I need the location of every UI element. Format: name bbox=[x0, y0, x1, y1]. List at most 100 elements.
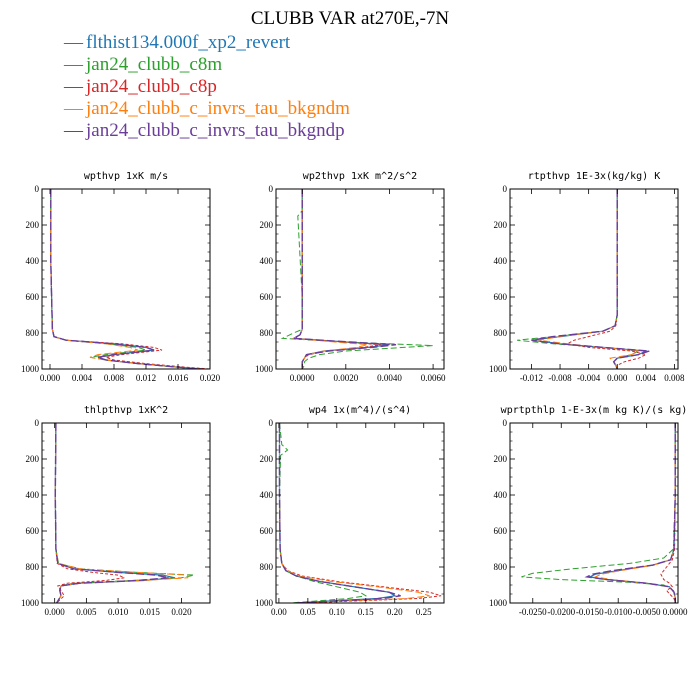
legend-entry: — jan24_clubb_c_invrs_tau_bkgndp bbox=[64, 120, 350, 142]
x-tick-label: 0.000 bbox=[40, 373, 61, 383]
panel-title: wpthvp 1xK m/s bbox=[84, 171, 168, 182]
chart-panel: wp2thvp 1xK m^2/s^2 0 200 400 600 800 1000 0.00… bbox=[255, 171, 446, 383]
y-tick-label: 0 bbox=[503, 418, 508, 428]
legend-swatch: — bbox=[64, 76, 83, 97]
series-line bbox=[280, 189, 434, 369]
y-tick-label: 600 bbox=[26, 292, 40, 302]
series-line bbox=[517, 189, 641, 369]
y-tick-label: 800 bbox=[260, 328, 274, 338]
x-tick-label: 0.05 bbox=[300, 607, 316, 617]
x-tick-label: 0.016 bbox=[168, 373, 189, 383]
series-line bbox=[278, 423, 368, 603]
legend-entry: — flthist134.000f_xp2_revert bbox=[64, 32, 350, 54]
series-line bbox=[50, 189, 203, 369]
x-tick-label: 0.005 bbox=[76, 607, 97, 617]
y-tick-label: 400 bbox=[260, 490, 274, 500]
plot-frame bbox=[41, 422, 211, 604]
legend-swatch: — bbox=[64, 54, 83, 75]
legend-label: jan24_clubb_c_invrs_tau_bkgndp bbox=[86, 120, 345, 141]
legend-label: flthist134.000f_xp2_revert bbox=[86, 32, 291, 53]
y-tick-label: 800 bbox=[26, 328, 40, 338]
y-tick-label: 0 bbox=[269, 184, 274, 194]
chart-panel: rtpthvp 1E-3x(kg/kg) K 0 200 400 600 800 1000 -… bbox=[489, 171, 685, 383]
y-tick-label: 600 bbox=[26, 526, 40, 536]
series-line bbox=[54, 423, 127, 603]
y-tick-label: 200 bbox=[260, 220, 274, 230]
y-tick-label: 600 bbox=[494, 292, 508, 302]
panel-title: wp2thvp 1xK m^2/s^2 bbox=[303, 171, 417, 182]
y-tick-label: 200 bbox=[494, 454, 508, 464]
y-tick-label: 600 bbox=[260, 292, 274, 302]
series-line bbox=[50, 189, 203, 369]
y-tick-label: 200 bbox=[26, 454, 40, 464]
chart-panel: wprtpthlp 1-E-3x(m kg K)/(s kg) 0 200 400 60… bbox=[489, 405, 688, 617]
y-tick-label: 400 bbox=[260, 256, 274, 266]
panel-title: wprtpthlp 1-E-3x(m kg K)/(s kg) bbox=[501, 405, 688, 416]
x-tick-label: -0.0150 bbox=[576, 607, 604, 617]
series-line bbox=[565, 189, 648, 369]
x-tick-label: 0.000 bbox=[45, 607, 66, 617]
legend-entry: — jan24_clubb_c8p bbox=[64, 76, 350, 98]
legend: — flthist134.000f_xp2_revert — jan24_clubb… bbox=[64, 32, 350, 142]
x-tick-label: -0.0200 bbox=[547, 607, 575, 617]
plot-frame bbox=[509, 422, 679, 604]
y-tick-label: 800 bbox=[260, 562, 274, 572]
x-tick-label: -0.0250 bbox=[519, 607, 547, 617]
x-tick-label: 0.004 bbox=[636, 373, 657, 383]
y-tick-label: 400 bbox=[26, 256, 40, 266]
y-tick-label: 1000 bbox=[21, 598, 40, 608]
x-tick-label: 0.0020 bbox=[333, 373, 358, 383]
x-tick-label: 0.015 bbox=[140, 607, 161, 617]
x-tick-label: 0.25 bbox=[416, 607, 432, 617]
y-tick-label: 1000 bbox=[489, 598, 508, 608]
x-tick-label: -0.0050 bbox=[633, 607, 661, 617]
figure-title: CLUBB VAR at270E,-7N bbox=[250, 8, 450, 29]
y-tick-label: 600 bbox=[494, 526, 508, 536]
series-line bbox=[50, 189, 203, 369]
legend-label: jan24_clubb_c8m bbox=[86, 54, 223, 75]
y-tick-label: 1000 bbox=[21, 364, 40, 374]
y-tick-label: 1000 bbox=[255, 598, 274, 608]
legend-entry: — jan24_clubb_c_invrs_tau_bkgndm bbox=[64, 98, 350, 120]
y-tick-label: 800 bbox=[26, 562, 40, 572]
y-tick-label: 800 bbox=[494, 562, 508, 572]
y-tick-label: 200 bbox=[260, 454, 274, 464]
chart-panel: thlpthvp 1xK^2 0 200 400 600 800 1000 0.000 0.00… bbox=[21, 405, 211, 617]
series-line bbox=[54, 423, 176, 603]
x-tick-label: 0.15 bbox=[358, 607, 374, 617]
legend-label: jan24_clubb_c8p bbox=[86, 76, 217, 97]
series-line bbox=[531, 189, 648, 369]
x-tick-label: 0.20 bbox=[387, 607, 403, 617]
series-line bbox=[660, 423, 676, 603]
x-tick-label: 0.00 bbox=[271, 607, 287, 617]
legend-entry: — jan24_clubb_c8m bbox=[64, 54, 350, 76]
series-line bbox=[279, 423, 442, 603]
x-tick-label: 0.0000 bbox=[290, 373, 315, 383]
x-tick-label: 0.0040 bbox=[377, 373, 402, 383]
series-line bbox=[291, 189, 368, 369]
x-tick-label: 0.000 bbox=[607, 373, 628, 383]
x-tick-label: 0.020 bbox=[171, 607, 192, 617]
x-tick-label: 0.10 bbox=[329, 607, 345, 617]
panel-title: thlpthvp 1xK^2 bbox=[84, 405, 168, 416]
series-line bbox=[50, 189, 203, 369]
y-tick-label: 0 bbox=[503, 184, 508, 194]
series-line bbox=[54, 423, 169, 603]
y-tick-label: 200 bbox=[494, 220, 508, 230]
x-tick-label: 0.020 bbox=[200, 373, 221, 383]
series-line bbox=[584, 423, 676, 603]
y-tick-label: 400 bbox=[494, 490, 508, 500]
legend-label: jan24_clubb_c_invrs_tau_bkgndm bbox=[86, 98, 350, 119]
x-tick-label: 0.012 bbox=[136, 373, 156, 383]
x-tick-label: 0.010 bbox=[108, 607, 129, 617]
legend-swatch: — bbox=[64, 98, 83, 119]
x-tick-label: 0.008 bbox=[104, 373, 125, 383]
panel-title: wp4 1x(m^4)/(s^4) bbox=[309, 405, 411, 416]
legend-swatch: — bbox=[64, 120, 83, 141]
series-line bbox=[291, 189, 397, 369]
plot-frame bbox=[41, 188, 211, 370]
y-tick-label: 1000 bbox=[489, 364, 508, 374]
y-tick-label: 400 bbox=[26, 490, 40, 500]
